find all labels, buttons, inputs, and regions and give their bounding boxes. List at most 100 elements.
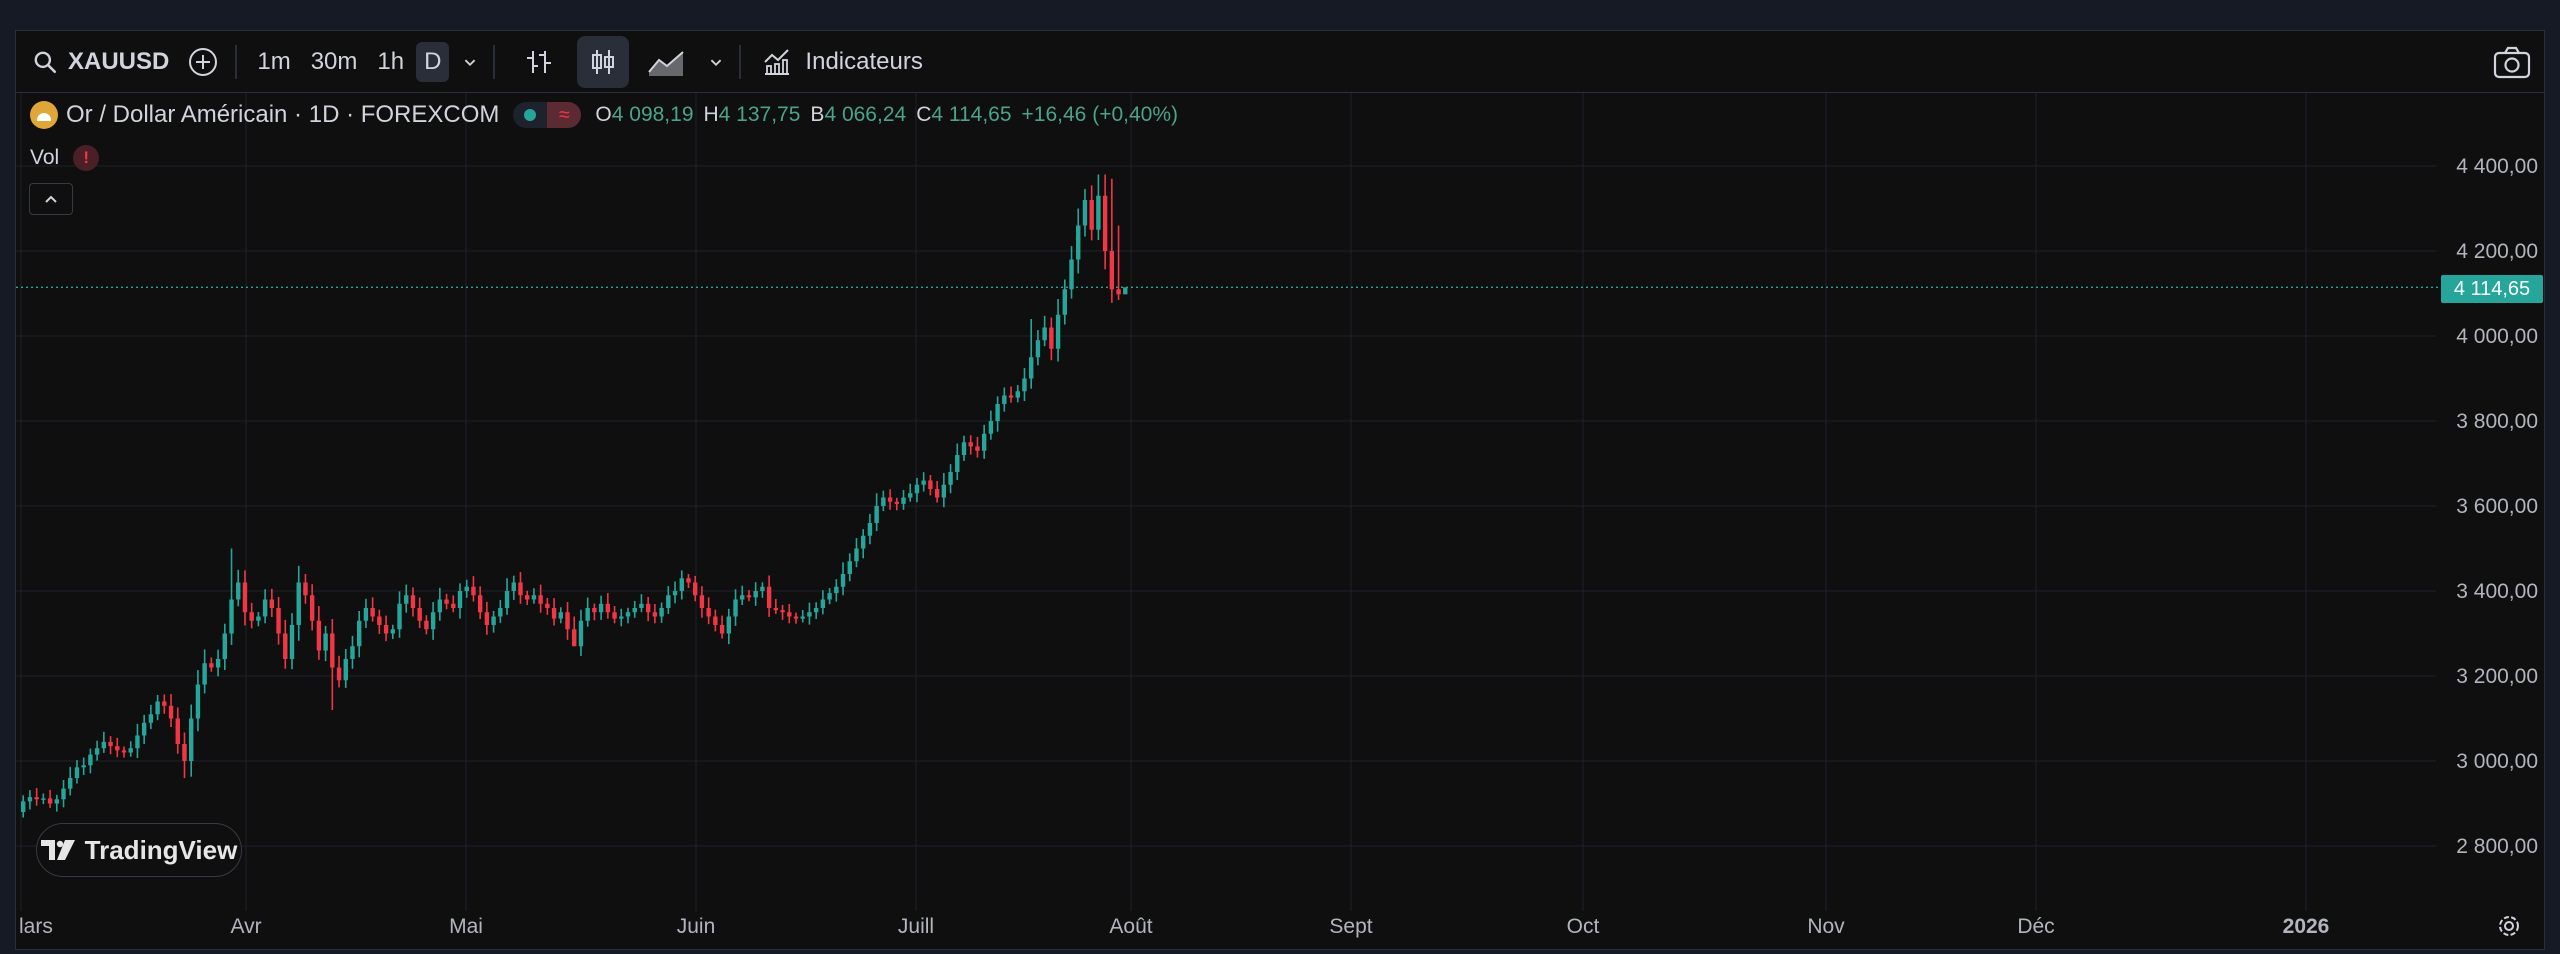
collapse-legend-button[interactable] — [29, 183, 73, 215]
candle-body — [1109, 251, 1115, 290]
candle-body — [652, 612, 658, 617]
candle-body — [746, 595, 752, 598]
warning-icon[interactable]: ! — [73, 145, 100, 171]
candle-body — [928, 480, 933, 489]
candle-body — [908, 493, 913, 498]
volume-label[interactable]: Vol — [30, 146, 60, 169]
candle-body — [551, 608, 557, 619]
candle-body — [229, 599, 234, 634]
candle-body — [276, 608, 281, 634]
candle-body — [370, 608, 375, 617]
candle-body — [236, 582, 241, 600]
candle-body — [753, 591, 758, 598]
candle-body — [202, 663, 207, 685]
candle-body — [1069, 259, 1074, 290]
area-chart-type-button[interactable] — [641, 36, 693, 88]
candle-body — [572, 629, 577, 647]
candle-body — [793, 616, 799, 619]
indicators-button[interactable]: Indicateurs — [761, 46, 923, 78]
interval-1h[interactable]: 1h — [377, 47, 405, 75]
interval-1m[interactable]: 1m — [257, 47, 291, 75]
time-tick-label: 2026 — [2283, 915, 2330, 938]
compare-symbol-button[interactable] — [183, 42, 223, 82]
candle-body — [921, 480, 926, 485]
candle-body — [417, 608, 422, 621]
market-status[interactable]: ≈ — [513, 102, 582, 128]
price-tick-label: 3 600,00 — [2456, 495, 2538, 518]
candle-body — [679, 578, 684, 591]
interval-30m[interactable]: 30m — [310, 47, 358, 75]
candle-body — [686, 578, 691, 583]
close-value: 4 114,65 — [931, 103, 1012, 126]
candle-body — [141, 722, 147, 736]
candle-body — [693, 582, 698, 596]
candle-body — [424, 620, 429, 630]
candle-body — [887, 497, 893, 502]
candles-chart-type-button[interactable] — [577, 35, 630, 88]
candle-body — [733, 599, 738, 617]
candle-body — [222, 633, 227, 659]
candle-body — [565, 612, 570, 630]
candle-body — [807, 612, 812, 617]
interval-d[interactable]: D — [416, 41, 450, 82]
candle-body — [377, 616, 382, 625]
candle-body — [713, 616, 718, 625]
candle-body — [162, 701, 167, 706]
candle-body — [430, 612, 436, 630]
price-tick-label: 2 800,00 — [2456, 835, 2538, 858]
symbol-search[interactable]: XAUUSD — [32, 48, 169, 76]
time-tick-label: Mai — [449, 915, 483, 938]
bar-chart-type-button[interactable] — [513, 36, 565, 88]
candle-body — [168, 705, 174, 719]
high-key: H — [703, 103, 719, 126]
candle-body — [155, 701, 160, 715]
time-tick-label: Juin — [677, 915, 716, 938]
candle-body — [209, 663, 214, 668]
time-tick-label: Sept — [1329, 915, 1372, 938]
gear-icon[interactable] — [2494, 911, 2524, 941]
candle-body — [659, 608, 664, 617]
candle-body — [706, 608, 711, 617]
candle-body — [343, 659, 348, 681]
price-tick-label: 3 400,00 — [2456, 580, 2538, 603]
price-chart[interactable]: 4 400,00 4 200,00 4 000,00 3 800,00 3 600,00… — [16, 31, 2545, 950]
candle-body — [175, 718, 180, 744]
time-tick-label: Avr — [230, 915, 261, 938]
camera-icon[interactable] — [2492, 43, 2532, 83]
price-tick-label: 4 200,00 — [2456, 240, 2538, 263]
toolbar-divider — [739, 44, 742, 79]
candle-body — [383, 625, 389, 634]
series-title[interactable]: Or / Dollar Américain · 1D · FOREXCOM — [66, 101, 500, 128]
candle-body — [41, 798, 46, 800]
candle-body — [27, 797, 33, 802]
candle-body — [477, 595, 483, 613]
low-value: 4 066,24 — [824, 103, 907, 126]
candle-body — [350, 646, 355, 659]
candle-body — [397, 603, 402, 630]
candle-body — [666, 595, 671, 608]
candle-body — [773, 608, 779, 611]
candle-body — [289, 625, 295, 659]
candle-body — [719, 625, 725, 634]
candle-body — [820, 599, 826, 608]
time-tick-label: Oct — [1567, 915, 1600, 938]
candle-body — [81, 765, 86, 768]
candle-body — [108, 741, 113, 747]
ohlc-bars-icon — [527, 50, 552, 73]
candle-body — [612, 612, 617, 619]
chevron-down-icon[interactable] — [705, 51, 727, 73]
candle-body — [518, 582, 523, 596]
candle-body — [1096, 195, 1101, 230]
candle-body — [854, 548, 859, 562]
candle-body — [148, 714, 154, 723]
last-price-tag: 4 114,65 — [2441, 275, 2543, 303]
chevron-down-icon[interactable] — [459, 51, 481, 73]
candle-body — [578, 620, 584, 647]
candle-body — [471, 586, 476, 596]
candle-body — [504, 591, 510, 608]
candle-body — [296, 582, 301, 625]
high-value: 4 137,75 — [718, 103, 801, 126]
tradingview-logo[interactable]: TradingView — [36, 823, 242, 877]
candle-body — [968, 442, 973, 447]
candle-body — [1116, 289, 1121, 295]
